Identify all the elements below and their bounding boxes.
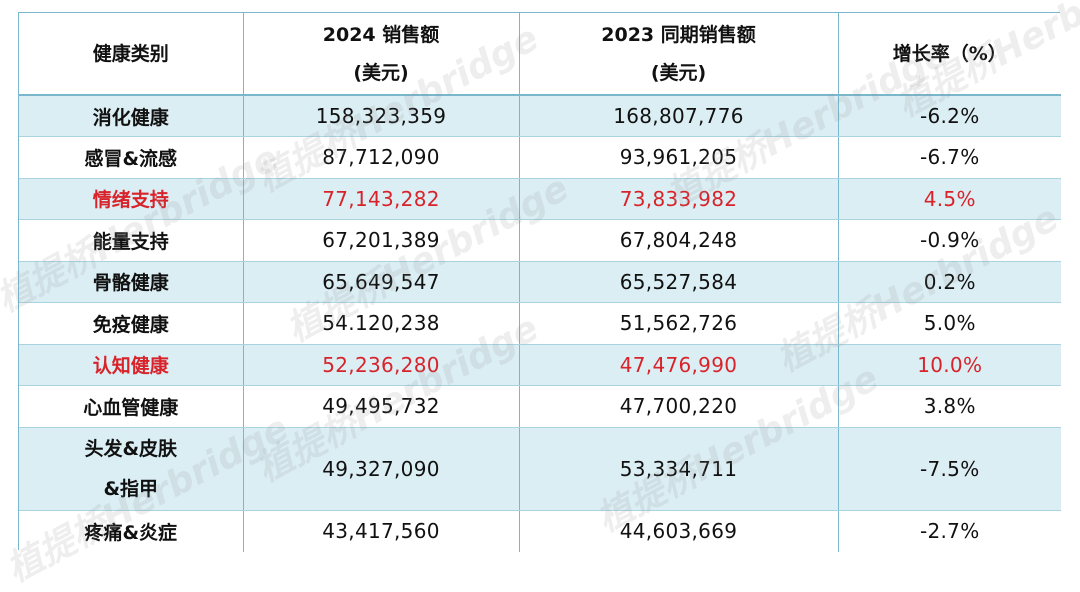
row-category: 情绪支持 [19, 178, 244, 220]
header-sales-2023-unit: (美元) [650, 61, 707, 84]
sales-table: 健康类别 2024 销售额 (美元) 2023 同期销售额 (美元) 增长率（%… [19, 13, 1061, 552]
row-sales-2024: 67,201,389 [243, 219, 520, 262]
row-category: 头发&皮肤 &指甲 [19, 427, 244, 511]
table-row: 消化健康 158,323,359 168,807,776 -6.2% [19, 95, 1061, 137]
table-row: 心血管健康 49,495,732 47,700,220 3.8% [19, 385, 1061, 428]
table-row: 头发&皮肤 &指甲 49,327,090 53,334,711 -7.5% [19, 427, 1061, 511]
header-category-label: 健康类别 [92, 42, 169, 65]
row-sales-2024: 158,323,359 [243, 95, 520, 137]
header-sales-2024-label: 2024 销售额 [322, 23, 440, 46]
table-row: 骨骼健康 65,649,547 65,527,584 0.2% [19, 261, 1061, 303]
row-sales-2024: 52,236,280 [243, 344, 520, 386]
header-sales-2023: 2023 同期销售额 (美元) [519, 13, 839, 96]
row-category-line1: 头发&皮肤 [84, 437, 178, 460]
table-row: 感冒&流感 87,712,090 93,961,205 -6.7% [19, 136, 1061, 179]
header-sales-2023-label: 2023 同期销售额 [601, 23, 756, 46]
row-sales-2023: 73,833,982 [519, 178, 839, 220]
row-category: 心血管健康 [19, 385, 244, 428]
row-sales-2024: 49,327,090 [243, 427, 520, 511]
row-category: 认知健康 [19, 344, 244, 386]
row-growth: 4.5% [838, 178, 1061, 220]
header-sales-2024: 2024 销售额 (美元) [243, 13, 520, 96]
header-sales-2024-unit: (美元) [353, 61, 409, 84]
table-body: 消化健康 158,323,359 168,807,776 -6.2% 感冒&流感… [19, 95, 1061, 552]
row-growth: 5.0% [838, 302, 1061, 345]
row-sales-2023: 44,603,669 [519, 510, 839, 552]
row-sales-2024: 54.120,238 [243, 302, 520, 345]
table-row: 疼痛&炎症 43,417,560 44,603,669 -2.7% [19, 510, 1061, 552]
table-header: 健康类别 2024 销售额 (美元) 2023 同期销售额 (美元) 增长率（%… [19, 13, 1061, 96]
row-category: 骨骼健康 [19, 261, 244, 303]
header-growth-label: 增长率（%） [892, 42, 1007, 65]
row-growth: -6.2% [838, 95, 1061, 137]
table-row-highlighted: 情绪支持 77,143,282 73,833,982 4.5% [19, 178, 1061, 220]
row-sales-2023: 67,804,248 [519, 219, 839, 262]
table-row: 免疫健康 54.120,238 51,562,726 5.0% [19, 302, 1061, 345]
sales-table-container: 健康类别 2024 销售额 (美元) 2023 同期销售额 (美元) 增长率（%… [18, 12, 1061, 552]
row-category: 疼痛&炎症 [19, 510, 244, 552]
header-category: 健康类别 [19, 13, 244, 96]
row-sales-2023: 47,476,990 [519, 344, 839, 386]
row-category-line2: &指甲 [103, 477, 159, 500]
row-sales-2023: 93,961,205 [519, 136, 839, 179]
row-sales-2024: 87,712,090 [243, 136, 520, 179]
row-category: 消化健康 [19, 95, 244, 137]
row-sales-2023: 65,527,584 [519, 261, 839, 303]
row-sales-2023: 53,334,711 [519, 427, 839, 511]
row-sales-2024: 65,649,547 [243, 261, 520, 303]
header-row: 健康类别 2024 销售额 (美元) 2023 同期销售额 (美元) 增长率（%… [19, 13, 1061, 96]
header-growth: 增长率（%） [838, 13, 1061, 96]
row-category: 能量支持 [19, 219, 244, 262]
row-growth: -2.7% [838, 510, 1061, 552]
row-growth: 0.2% [838, 261, 1061, 303]
row-sales-2023: 47,700,220 [519, 385, 839, 428]
row-growth: -0.9% [838, 219, 1061, 262]
row-category: 感冒&流感 [19, 136, 244, 179]
table-row: 能量支持 67,201,389 67,804,248 -0.9% [19, 219, 1061, 262]
row-sales-2024: 49,495,732 [243, 385, 520, 428]
row-growth: -6.7% [838, 136, 1061, 179]
row-growth: -7.5% [838, 427, 1061, 511]
row-sales-2024: 77,143,282 [243, 178, 520, 220]
row-sales-2023: 168,807,776 [519, 95, 839, 137]
row-growth: 3.8% [838, 385, 1061, 428]
table-row-highlighted: 认知健康 52,236,280 47,476,990 10.0% [19, 344, 1061, 386]
row-sales-2024: 43,417,560 [243, 510, 520, 552]
row-category: 免疫健康 [19, 302, 244, 345]
row-growth: 10.0% [838, 344, 1061, 386]
row-sales-2023: 51,562,726 [519, 302, 839, 345]
